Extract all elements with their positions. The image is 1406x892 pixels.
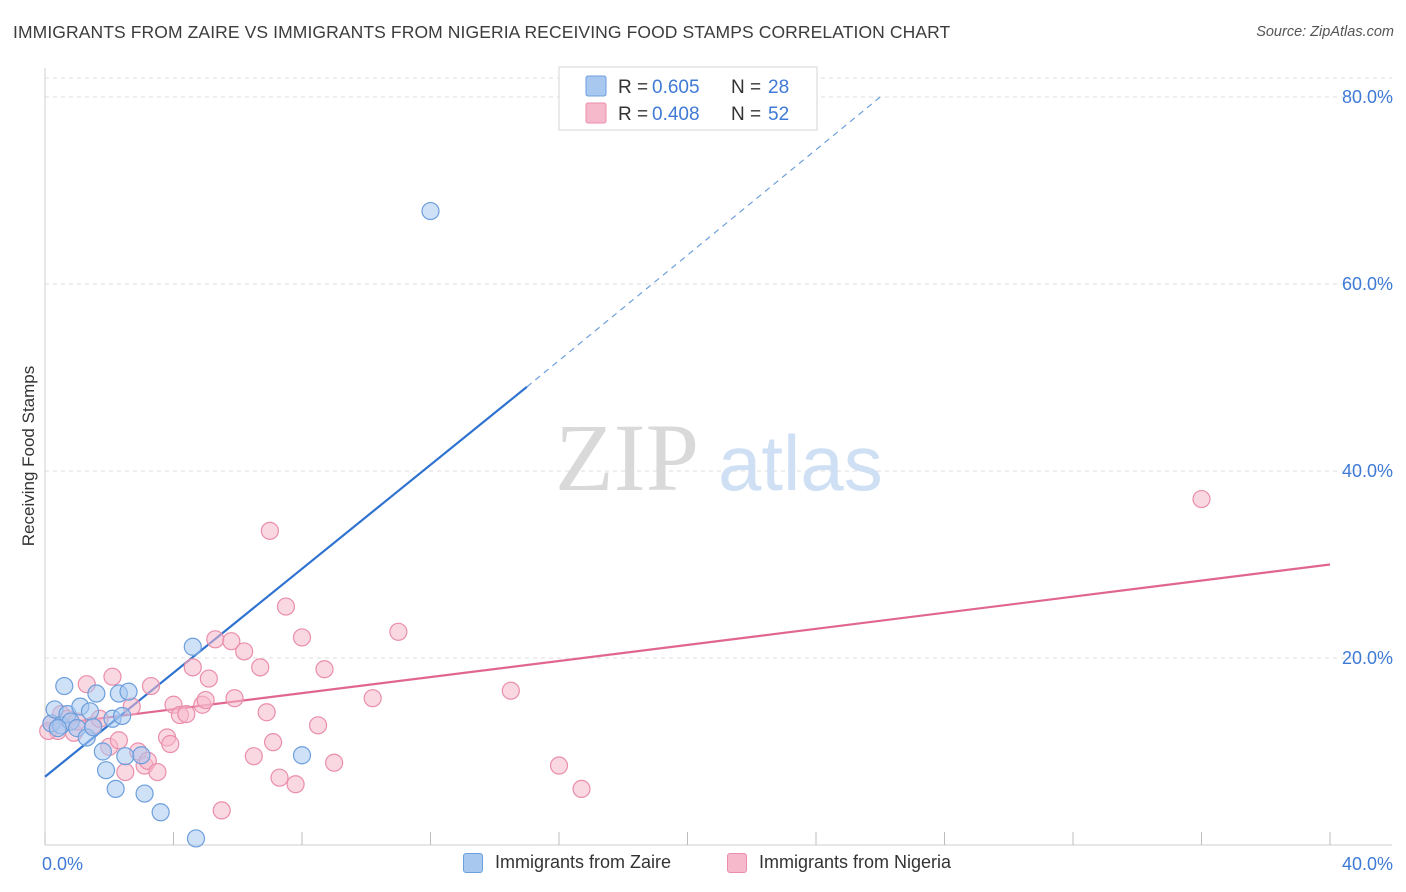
nigeria-point [260, 521, 279, 540]
watermark-zip: ZIP [555, 404, 699, 511]
nigeria-point [251, 658, 270, 677]
nigeria-point [244, 747, 263, 766]
nigeria-point [196, 690, 215, 710]
legend-label-nigeria: Immigrants from Nigeria [759, 852, 952, 872]
watermark-atlas: atlas [718, 419, 883, 507]
nigeria-point [103, 667, 122, 686]
legend-swatch-nigeria [727, 852, 747, 873]
zaire-point [183, 637, 202, 656]
zaire-point [93, 742, 112, 761]
data-points [39, 201, 1211, 848]
nigeria-point [1192, 489, 1211, 509]
legend-r-value: 0.605 [652, 77, 700, 98]
x-tick-label-max: 40.0% [1342, 854, 1393, 874]
tick-labels: 20.0% 40.0% 60.0% 80.0% 0.0% 40.0% [42, 87, 1393, 874]
zaire-point [48, 719, 67, 738]
y-tick-label: 40.0% [1342, 461, 1393, 481]
legend-n-value: 52 [768, 104, 789, 125]
nigeria-point [109, 731, 128, 750]
nigeria-point [116, 762, 135, 782]
nigeria-point [308, 716, 328, 735]
legend-r-label: R = [618, 104, 648, 125]
legend-label-zaire: Immigrants from Zaire [495, 852, 672, 872]
nigeria-point [549, 756, 569, 775]
nigeria-point [141, 676, 161, 696]
legend-n-label: N = [731, 77, 761, 98]
zaire-point [292, 746, 312, 765]
nigeria-point [292, 628, 312, 647]
nigeria-point [199, 669, 218, 688]
y-tick-label: 80.0% [1342, 87, 1393, 107]
zaire-point [55, 676, 74, 696]
legend-n-label: N = [731, 104, 761, 125]
nigeria-point [212, 801, 231, 820]
y-tick-label: 60.0% [1342, 274, 1393, 294]
series-legend: Immigrants from Zaire Immigrants from Ni… [0, 852, 1406, 878]
nigeria-point [161, 734, 180, 754]
zaire-point [186, 829, 206, 848]
nigeria-point [276, 597, 296, 616]
legend-swatch [585, 75, 607, 97]
nigeria-point [257, 703, 276, 722]
zaire-point [151, 803, 170, 822]
nigeria-point [501, 681, 520, 700]
zaire-point [80, 702, 100, 721]
nigeria-point [389, 622, 408, 641]
legend-r-label: R = [618, 77, 648, 98]
nigeria-point [177, 704, 196, 724]
nigeria-point [572, 779, 591, 799]
y-axis-label: Receiving Food Stamps [19, 365, 38, 547]
chart-title: IMMIGRANTS FROM ZAIRE VS IMMIGRANTS FROM… [13, 22, 951, 42]
axes [44, 68, 1392, 846]
nigeria-point [315, 660, 334, 679]
zaire-point [135, 784, 154, 803]
nigeria-point [263, 733, 283, 752]
trend-line-zaire-extension [526, 96, 881, 388]
legend-swatch-zaire [463, 852, 483, 873]
legend-item-zaire[interactable]: Immigrants from Zaire [463, 852, 671, 873]
zaire-point [119, 682, 138, 701]
zaire-point [421, 201, 440, 221]
gridlines [45, 77, 1392, 659]
y-tick-label: 20.0% [1342, 648, 1393, 668]
nigeria-point [363, 689, 382, 708]
legend-r-value: 0.408 [652, 104, 700, 125]
nigeria-point [222, 632, 241, 651]
zaire-point [132, 746, 151, 765]
nigeria-point [206, 630, 225, 649]
nigeria-point [183, 658, 202, 677]
zaire-point [106, 779, 125, 799]
nigeria-point [325, 753, 344, 772]
watermark: ZIP atlas [555, 404, 883, 511]
nigeria-point [270, 768, 289, 787]
zaire-point [112, 706, 132, 726]
zaire-point [84, 718, 103, 737]
legend-swatch [585, 102, 607, 124]
nigeria-point [148, 762, 167, 782]
legend-n-value: 28 [768, 77, 789, 98]
nigeria-point [225, 689, 244, 708]
trend-line-nigeria [44, 563, 1331, 727]
zaire-point [116, 747, 135, 766]
nigeria-point [286, 775, 305, 794]
nigeria-point [235, 642, 254, 661]
legend-item-nigeria[interactable]: Immigrants from Nigeria [727, 852, 951, 873]
stats-legend: R = 0.605 N = 28 R = 0.408 N = 52 [558, 66, 818, 131]
source-credit: Source: ZipAtlas.com [1256, 24, 1394, 40]
zaire-point [87, 684, 106, 703]
zaire-point [96, 761, 116, 780]
x-tick-label-min: 0.0% [42, 854, 83, 874]
